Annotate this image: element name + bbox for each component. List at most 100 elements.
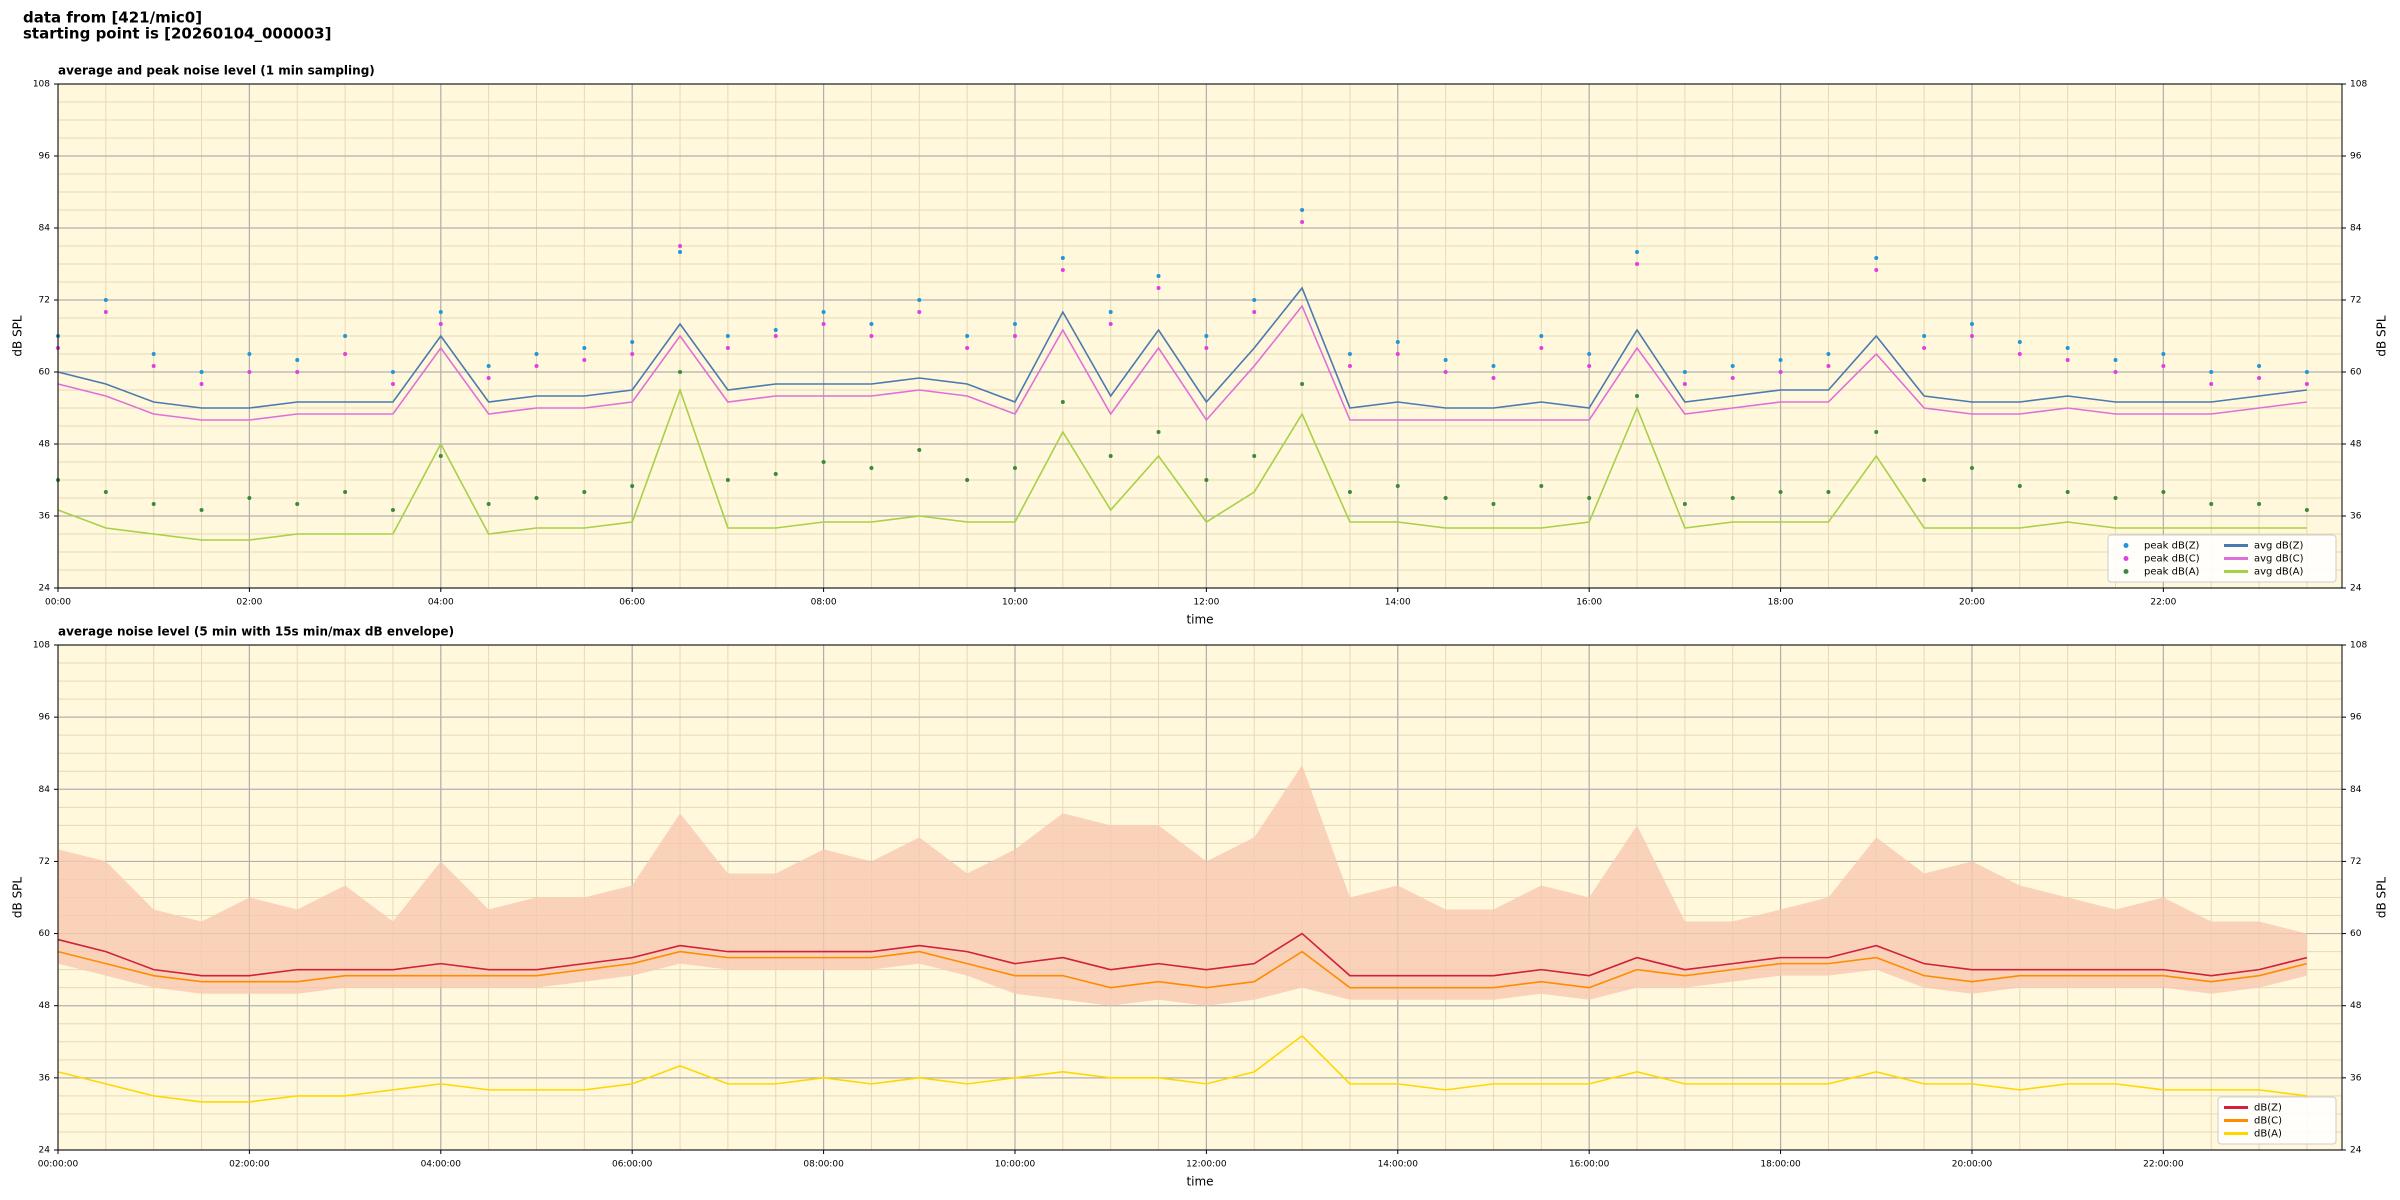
legend-label: dB(A) xyxy=(2254,1129,2282,1140)
peak-point xyxy=(1635,394,1640,398)
y-tick-label: 24 xyxy=(39,584,51,594)
peak-point xyxy=(1539,484,1544,488)
x-tick-label: 02:00:00 xyxy=(229,1160,270,1170)
peak-point xyxy=(2017,352,2022,356)
peak-point xyxy=(725,334,730,338)
y-axis-label: dB SPL xyxy=(2375,877,2389,919)
y-tick-label: 36 xyxy=(39,512,51,522)
peak-point xyxy=(2304,370,2309,374)
peak-point xyxy=(1443,496,1448,500)
y-axis-label: dB SPL xyxy=(11,315,25,357)
peak-point xyxy=(2065,358,2070,362)
peak-point xyxy=(773,472,778,476)
peak-point xyxy=(2161,352,2166,356)
peak-point xyxy=(821,310,826,314)
peak-point xyxy=(965,478,970,482)
y-tick-label: 108 xyxy=(2350,641,2367,651)
plot-frame xyxy=(57,644,2343,1151)
plot-frame xyxy=(57,83,2343,589)
peak-point xyxy=(1491,376,1496,380)
peak-point xyxy=(1730,364,1735,368)
series-line xyxy=(57,286,2308,409)
y-tick-label: 84 xyxy=(39,224,51,234)
x-tick-label: 14:00:00 xyxy=(1378,1160,1419,1170)
peak-point xyxy=(1682,370,1687,374)
legend-label: dB(Z) xyxy=(2254,1103,2282,1114)
series-line xyxy=(57,304,2308,422)
peak-point xyxy=(438,322,443,326)
peak-point xyxy=(2161,364,2166,368)
peak-point xyxy=(1012,334,1017,338)
x-tick-label: 10:00 xyxy=(1002,598,1028,608)
peak-point xyxy=(725,346,730,350)
header-line: data from [421/mic0] xyxy=(23,9,202,27)
y-tick-label: 60 xyxy=(39,368,51,378)
peak-point xyxy=(1347,490,1352,494)
peak-point xyxy=(151,364,156,368)
peak-point xyxy=(1204,346,1209,350)
x-tick-label: 04:00:00 xyxy=(421,1160,462,1170)
peak-point xyxy=(2017,484,2022,488)
y-tick-label: 24 xyxy=(2350,1146,2362,1156)
x-axis-label: time xyxy=(1186,613,1213,627)
x-tick-label: 18:00:00 xyxy=(1760,1160,1801,1170)
peak-point xyxy=(1108,322,1113,326)
peak-point xyxy=(2113,358,2118,362)
legend-marker xyxy=(2123,556,2129,561)
legend-label: dB(C) xyxy=(2254,1116,2282,1127)
peak-point xyxy=(773,328,778,332)
x-tick-label: 20:00:00 xyxy=(1952,1160,1993,1170)
x-tick-label: 00:00:00 xyxy=(38,1160,79,1170)
peak-point xyxy=(1060,400,1065,404)
peak-point xyxy=(343,490,348,494)
peak-point xyxy=(2065,346,2070,350)
peak-point xyxy=(247,496,252,500)
peak-point xyxy=(103,490,108,494)
peak-point xyxy=(1874,256,1879,260)
peak-point xyxy=(534,364,539,368)
peak-point xyxy=(103,298,108,302)
y-tick-label: 48 xyxy=(39,440,51,450)
peak-point xyxy=(1252,310,1257,314)
peak-point xyxy=(1730,376,1735,380)
peak-point xyxy=(247,352,252,356)
series-line xyxy=(57,950,2308,989)
x-tick-label: 08:00:00 xyxy=(803,1160,844,1170)
chart-title: average and peak noise level (1 min samp… xyxy=(58,64,375,78)
peak-point xyxy=(390,382,395,386)
x-tick-label: 08:00 xyxy=(811,598,837,608)
peak-point xyxy=(678,370,683,374)
y-tick-label: 108 xyxy=(33,80,50,90)
peak-point xyxy=(2017,340,2022,344)
peak-point xyxy=(1826,490,1831,494)
peak-point xyxy=(821,322,826,326)
peak-point xyxy=(1443,358,1448,362)
peak-point xyxy=(534,352,539,356)
peak-point xyxy=(199,370,204,374)
peak-point xyxy=(1252,454,1257,458)
peak-point xyxy=(582,358,587,362)
x-tick-label: 22:00:00 xyxy=(2143,1160,2184,1170)
peak-point xyxy=(1108,454,1113,458)
y-tick-label: 24 xyxy=(39,1146,51,1156)
peak-point xyxy=(773,334,778,338)
peak-point xyxy=(1491,364,1496,368)
x-tick-label: 04:00 xyxy=(428,598,454,608)
peak-point xyxy=(1252,298,1257,302)
x-tick-label: 22:00 xyxy=(2150,598,2176,608)
peak-point xyxy=(1922,346,1927,350)
y-tick-label: 96 xyxy=(39,152,51,162)
peak-point xyxy=(1347,364,1352,368)
peak-point xyxy=(965,334,970,338)
peak-point xyxy=(2304,508,2309,512)
peak-point xyxy=(151,352,156,356)
peak-point xyxy=(1108,310,1113,314)
peak-point xyxy=(1156,430,1161,434)
peak-point xyxy=(199,508,204,512)
peak-point xyxy=(869,466,874,470)
peak-point xyxy=(1539,334,1544,338)
y-tick-label: 108 xyxy=(2350,80,2367,90)
x-tick-label: 20:00 xyxy=(1959,598,1985,608)
peak-point xyxy=(1969,322,1974,326)
peak-point xyxy=(1922,478,1927,482)
